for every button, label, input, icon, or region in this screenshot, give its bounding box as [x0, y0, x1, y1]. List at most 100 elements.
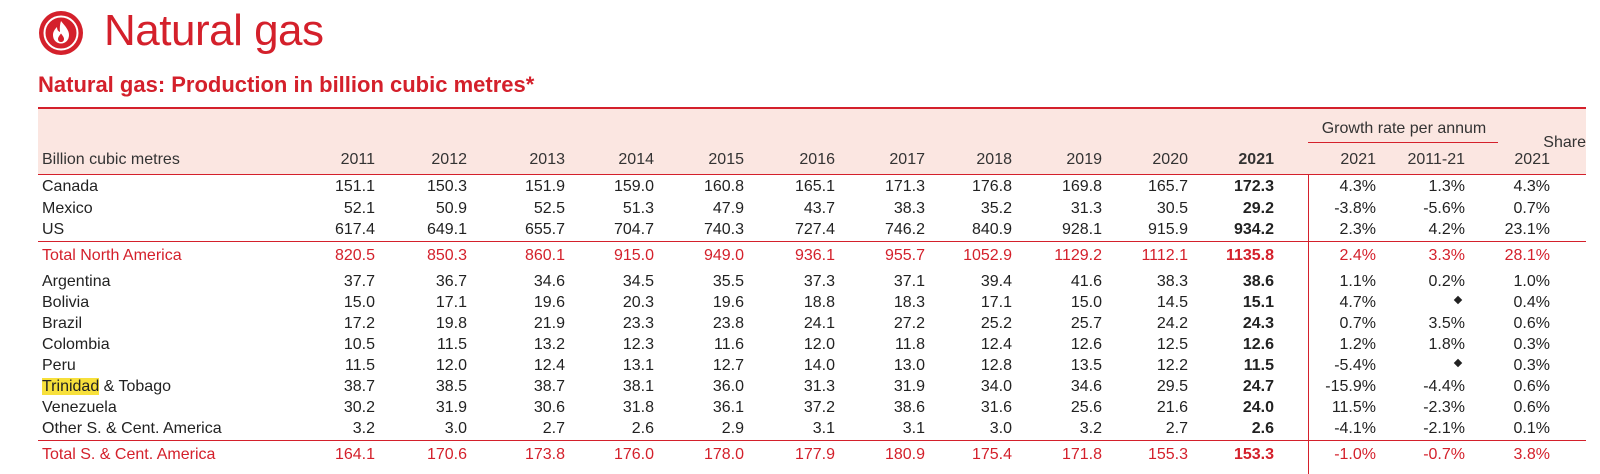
- value-cell: 3.2: [352, 420, 375, 437]
- share-cell: 4.3%: [1513, 178, 1550, 195]
- growth-10y-cell: -4.4%: [1423, 378, 1465, 395]
- growth-year-header: 2021: [1340, 151, 1376, 168]
- growth-2021-cell: 1.1%: [1339, 273, 1376, 290]
- value-cell: 47.9: [712, 200, 744, 217]
- table-row: Venezuela 30.2 31.9 30.6 31.8 36.1 37.2 38.6 31.…: [38, 399, 1586, 420]
- growth-rate-divider: [1308, 142, 1498, 143]
- value-cell: 38.7: [533, 378, 565, 395]
- value-cell: 52.1: [343, 200, 375, 217]
- share-cell: 0.1%: [1513, 420, 1550, 437]
- growth-2021-cell: 2.4%: [1339, 247, 1376, 264]
- value-cell: 23.3: [622, 315, 654, 332]
- value-cell: 38.5: [435, 378, 467, 395]
- share-cell: 0.3%: [1513, 357, 1550, 374]
- value-cell: 1112.1: [1141, 247, 1188, 264]
- table-title: Natural gas: Production in billion cubic…: [38, 72, 535, 97]
- growth-2021-cell: -1.0%: [1334, 446, 1376, 463]
- value-cell: 14.5: [1156, 294, 1188, 311]
- value-cell: 35.5: [712, 273, 744, 290]
- value-cell: 740.3: [703, 221, 744, 238]
- growth-2021-cell: -15.9%: [1325, 378, 1376, 395]
- table-row: Mexico 52.1 50.9 52.5 51.3 47.9 43.7 38.3 35.2 31…: [38, 200, 1586, 221]
- share-cell: 0.6%: [1513, 399, 1550, 416]
- value-cell: 2.9: [721, 420, 744, 437]
- growth-10y-cell: 1.8%: [1428, 336, 1465, 353]
- value-cell: 175.4: [971, 446, 1012, 463]
- value-cell: 35.2: [980, 200, 1012, 217]
- growth-2021-cell: -3.8%: [1334, 200, 1376, 217]
- value-cell: 160.8: [703, 178, 744, 195]
- row-label-text: Canada: [42, 178, 99, 195]
- value-cell: 727.4: [794, 221, 835, 238]
- year-header: 2016: [799, 151, 835, 168]
- value-cell: 38.1: [622, 378, 654, 395]
- row-label: Mexico: [42, 200, 93, 218]
- growth-10y-cell: 3.3%: [1428, 247, 1465, 264]
- value-cell: 11.8: [895, 336, 925, 353]
- value-cell: 18.8: [803, 294, 835, 311]
- growth-10y-cell: -5.6%: [1423, 200, 1465, 217]
- row-label: Venezuela: [42, 399, 117, 417]
- value-cell: 21.6: [1156, 399, 1188, 416]
- value-cell: 12.4: [980, 336, 1012, 353]
- value-cell: 955.7: [884, 247, 925, 264]
- growth-10y-cell: -2.1%: [1423, 420, 1465, 437]
- value-cell: 165.1: [794, 178, 835, 195]
- value-cell: 178.0: [703, 446, 744, 463]
- row-label-text: Peru: [42, 357, 76, 374]
- value-cell: 31.3: [1070, 200, 1102, 217]
- value-cell: 180.9: [884, 446, 925, 463]
- value-cell: 155.3: [1147, 446, 1188, 463]
- value-cell: 29.5: [1156, 378, 1188, 395]
- value-cell: 25.6: [1070, 399, 1102, 416]
- row-label-text: Bolivia: [42, 294, 90, 311]
- value-cell: 21.9: [533, 315, 565, 332]
- value-cell: 36.1: [712, 399, 744, 416]
- value-cell: 164.1: [334, 446, 375, 463]
- value-cell: 12.2: [1156, 357, 1188, 374]
- value-cell: 34.5: [622, 273, 654, 290]
- growth-year-header: 2011-21: [1407, 151, 1465, 168]
- growth-2021-cell: 0.7%: [1339, 315, 1376, 332]
- row-label: Bolivia: [42, 294, 89, 312]
- year-header: 2014: [618, 151, 654, 168]
- value-cell: 860.1: [524, 247, 565, 264]
- value-cell: 34.0: [980, 378, 1012, 395]
- year-header: 2019: [1066, 151, 1102, 168]
- value-cell: 820.5: [334, 247, 375, 264]
- growth-10y-cell: -0.7%: [1423, 446, 1465, 463]
- value-cell: 31.6: [980, 399, 1012, 416]
- value-cell: 2.6: [631, 420, 654, 437]
- table-row: Trinidad & Tobago 38.7 38.5 38.7 38.1 36.0 31.…: [38, 378, 1586, 399]
- value-cell: 176.8: [971, 178, 1012, 195]
- share-cell: 0.4%: [1513, 294, 1550, 311]
- value-cell: 38.7: [343, 378, 375, 395]
- value-cell: 37.2: [803, 399, 835, 416]
- growth-10y-cell: -2.3%: [1423, 399, 1465, 416]
- growth-10y-cell: 0.2%: [1428, 273, 1465, 290]
- share-cell: 0.6%: [1513, 378, 1550, 395]
- value-cell: 10.5: [343, 336, 375, 353]
- value-cell: 12.7: [712, 357, 744, 374]
- value-cell: 1052.9: [963, 247, 1012, 264]
- value-cell: 17.1: [435, 294, 467, 311]
- value-cell: 31.9: [893, 378, 925, 395]
- value-cell: 169.8: [1061, 178, 1102, 195]
- value-cell: 20.3: [622, 294, 654, 311]
- value-cell: 38.6: [1242, 273, 1274, 290]
- value-cell: 13.5: [1070, 357, 1102, 374]
- value-cell: 43.7: [803, 200, 835, 217]
- row-label-text: Argentina: [42, 273, 111, 290]
- value-cell: 150.3: [426, 178, 467, 195]
- share-cell: 0.3%: [1513, 336, 1550, 353]
- row-label-text: Venezuela: [42, 399, 117, 416]
- value-cell: 655.7: [524, 221, 565, 238]
- share-cell: 23.1%: [1504, 221, 1550, 238]
- share-header: Share: [1543, 134, 1586, 151]
- page-title: Natural gas: [104, 6, 324, 55]
- diamond-icon: [1453, 358, 1463, 368]
- value-cell: 171.3: [884, 178, 925, 195]
- value-cell: 13.0: [893, 357, 925, 374]
- value-cell: 34.6: [533, 273, 565, 290]
- row-label-text: Brazil: [42, 315, 83, 332]
